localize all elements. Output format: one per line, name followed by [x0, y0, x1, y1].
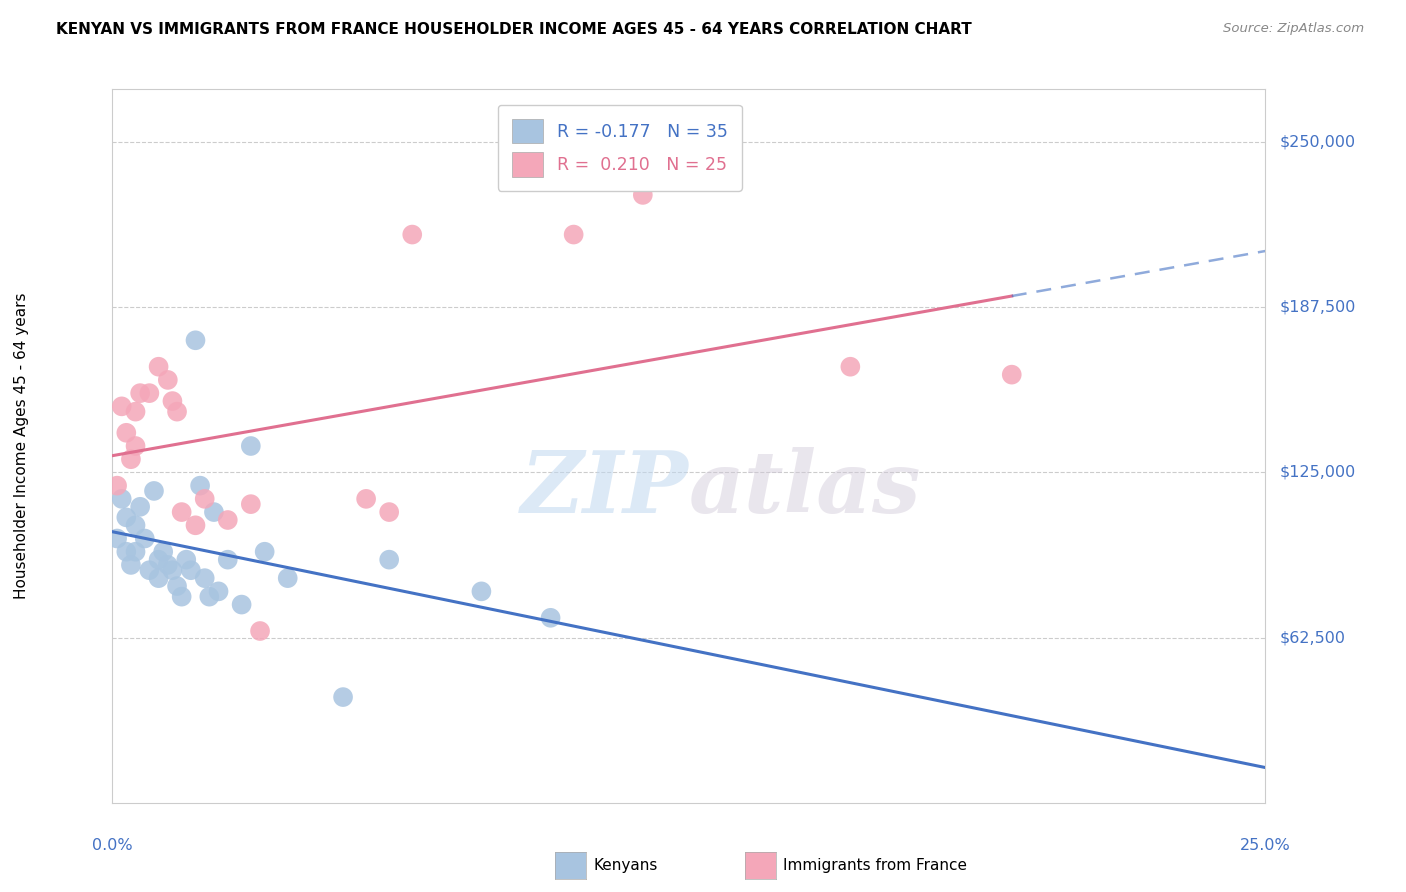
Point [631, 188, 654, 202]
Point [105, 478, 128, 492]
Point [166, 579, 188, 593]
Point [231, 598, 253, 612]
Point [194, 491, 217, 506]
Point [148, 359, 170, 374]
Point [105, 532, 128, 546]
Point [202, 505, 225, 519]
Point [111, 491, 134, 506]
Point [378, 552, 401, 566]
Point [378, 505, 401, 519]
Text: $62,500: $62,500 [1279, 630, 1346, 645]
Text: Householder Income Ages 45 - 64 years: Householder Income Ages 45 - 64 years [14, 293, 28, 599]
Point [148, 571, 170, 585]
Point [115, 545, 138, 559]
Point [249, 624, 271, 638]
Text: KENYAN VS IMMIGRANTS FROM FRANCE HOUSEHOLDER INCOME AGES 45 - 64 YEARS CORRELATI: KENYAN VS IMMIGRANTS FROM FRANCE HOUSEHO… [56, 22, 972, 37]
Text: $250,000: $250,000 [1279, 135, 1355, 150]
Point [839, 359, 862, 374]
Point [162, 563, 184, 577]
Point [124, 545, 146, 559]
Point [120, 452, 142, 467]
Point [239, 497, 262, 511]
Text: $187,500: $187,500 [1279, 300, 1355, 315]
Point [134, 532, 156, 546]
Point [124, 439, 146, 453]
Point [1001, 368, 1024, 382]
Point [354, 491, 377, 506]
Point [332, 690, 354, 704]
Point [138, 386, 160, 401]
Point [184, 333, 207, 347]
Point [562, 227, 585, 242]
Point [253, 545, 276, 559]
Point [129, 500, 152, 514]
Text: Kenyans: Kenyans [593, 858, 658, 872]
Point [129, 386, 152, 401]
Point [470, 584, 492, 599]
Point [111, 400, 134, 414]
Point [156, 373, 179, 387]
Point [143, 483, 166, 498]
Text: 0.0%: 0.0% [93, 838, 132, 854]
Text: $125,000: $125,000 [1279, 465, 1355, 480]
Text: 25.0%: 25.0% [1240, 838, 1291, 854]
Point [180, 563, 202, 577]
Point [152, 545, 174, 559]
Text: atlas: atlas [689, 447, 921, 531]
Point [138, 563, 160, 577]
Point [162, 394, 184, 409]
Point [174, 552, 197, 566]
Point [170, 590, 193, 604]
Point [277, 571, 299, 585]
Point [124, 404, 146, 418]
Point [540, 611, 562, 625]
Text: ZIP: ZIP [522, 447, 689, 531]
Point [184, 518, 207, 533]
Point [217, 513, 239, 527]
Point [207, 584, 229, 599]
Legend: R = -0.177   N = 35, R =  0.210   N = 25: R = -0.177 N = 35, R = 0.210 N = 25 [498, 105, 741, 191]
Point [124, 518, 146, 533]
Point [166, 404, 188, 418]
Point [120, 558, 142, 572]
Point [170, 505, 193, 519]
Text: Immigrants from France: Immigrants from France [783, 858, 967, 872]
Point [156, 558, 179, 572]
Text: Source: ZipAtlas.com: Source: ZipAtlas.com [1223, 22, 1364, 36]
Point [401, 227, 423, 242]
Point [217, 552, 239, 566]
Point [148, 552, 170, 566]
Point [188, 478, 211, 492]
Point [115, 510, 138, 524]
Point [115, 425, 138, 440]
Point [239, 439, 262, 453]
Point [194, 571, 217, 585]
Point [198, 590, 221, 604]
